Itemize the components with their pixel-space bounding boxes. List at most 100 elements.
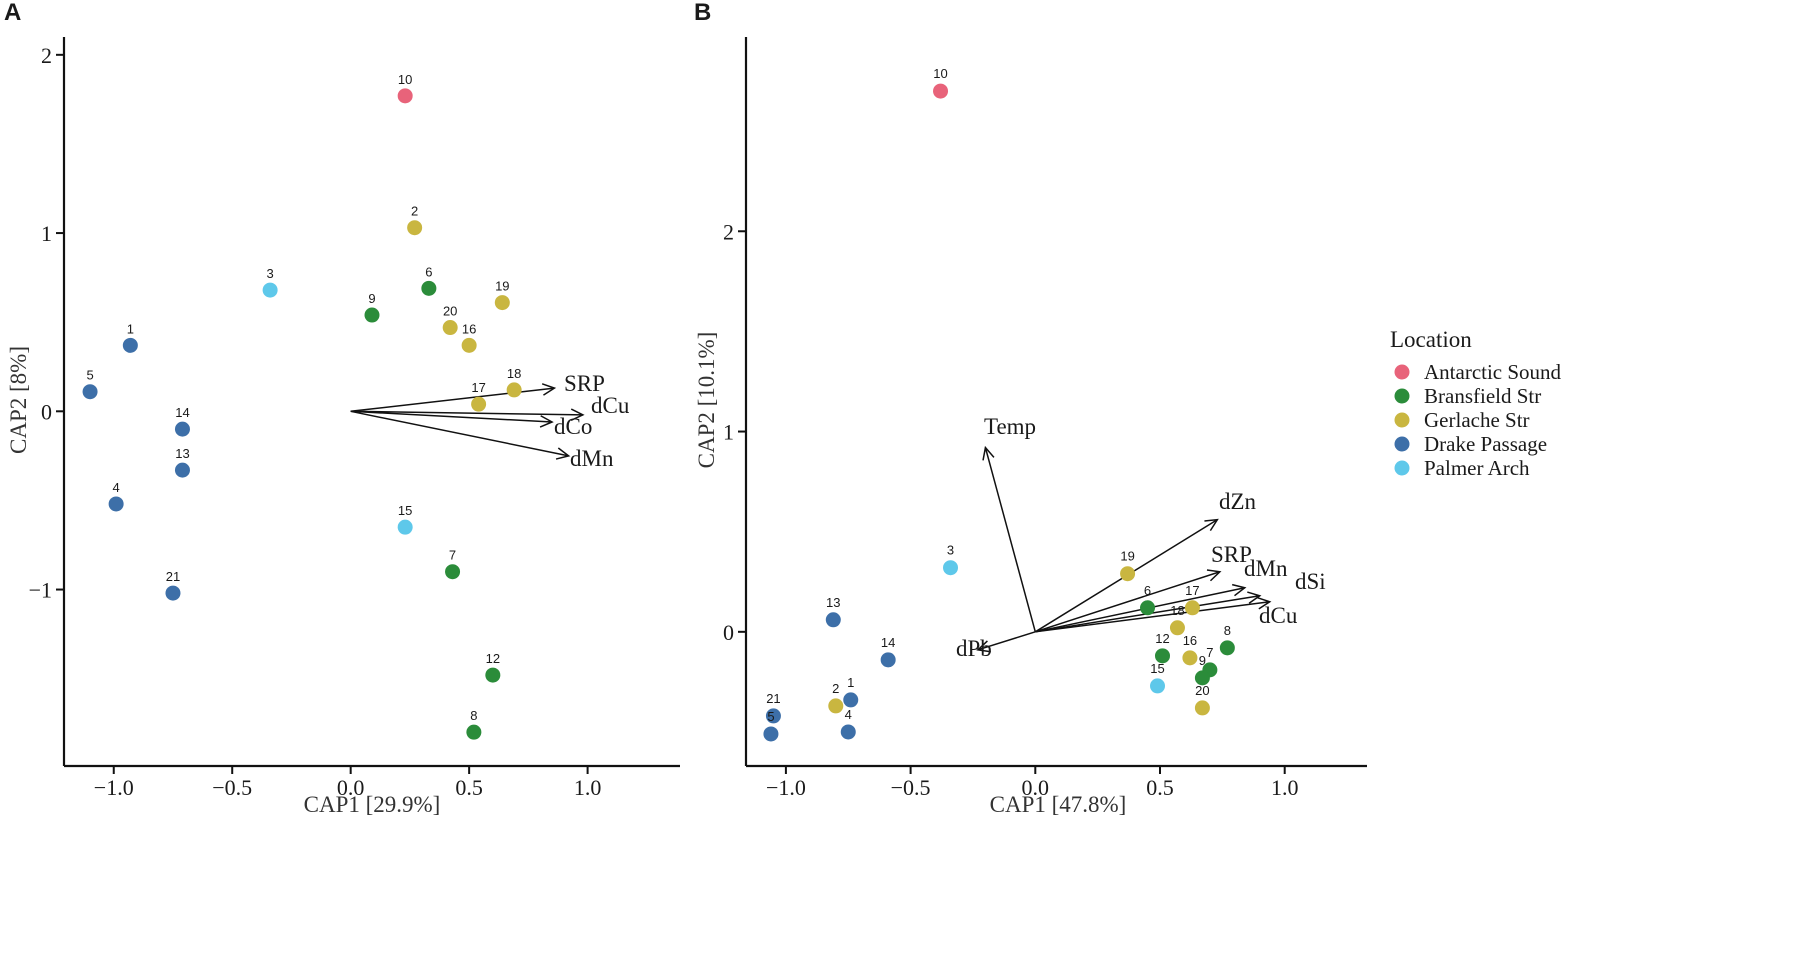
- sample-point-3: [943, 560, 959, 576]
- x-tick-label: 0.0: [1022, 775, 1050, 800]
- vector-label-dco: dCo: [554, 414, 592, 439]
- vector-arrowhead-temp: [982, 445, 995, 461]
- sample-label-6: 6: [425, 264, 432, 279]
- sample-label-9: 9: [368, 291, 375, 306]
- x-axis-title: CAP1 [47.8%]: [990, 792, 1127, 817]
- sample-label-14: 14: [881, 635, 895, 650]
- sample-point-12: [1154, 648, 1170, 664]
- legend-label-drake-passage: Drake Passage: [1424, 432, 1547, 456]
- vector-arrowhead-dmn: [555, 447, 571, 460]
- sample-label-16: 16: [1183, 633, 1197, 648]
- vector-label-srp: SRP: [1211, 542, 1252, 567]
- sample-point-20: [1194, 700, 1210, 716]
- sample-label-9: 9: [1199, 653, 1206, 668]
- sample-point-1: [843, 692, 859, 708]
- vector-arrowhead-dcu: [570, 408, 585, 422]
- sample-point-17: [471, 396, 487, 412]
- x-tick-label: −1.0: [94, 775, 134, 800]
- vector-arrowhead-dco: [539, 415, 554, 428]
- legend-swatch-bransfield-str: [1394, 388, 1410, 404]
- sample-point-15: [1150, 678, 1166, 694]
- sample-point-10: [933, 83, 949, 99]
- vector-arrowhead-srp: [1206, 569, 1222, 582]
- vector-dcu: [350, 410, 583, 416]
- y-tick-label: 2: [723, 219, 734, 244]
- y-tick-label: 1: [723, 420, 734, 445]
- y-tick-label: 1: [41, 221, 52, 246]
- sample-point-21: [165, 585, 181, 601]
- y-axis-title: CAP2 [8%]: [6, 346, 31, 454]
- sample-point-10: [397, 88, 413, 104]
- sample-label-12: 12: [1155, 631, 1169, 646]
- sample-label-21: 21: [766, 691, 780, 706]
- sample-point-9: [364, 307, 380, 323]
- sample-point-20: [442, 320, 458, 336]
- vector-label-srp: SRP: [564, 371, 605, 396]
- vector-label-dsi: dSi: [1295, 569, 1326, 594]
- sample-label-20: 20: [1195, 683, 1209, 698]
- vector-dcu: [1035, 601, 1270, 633]
- legend-label-antarctic-sound: Antarctic Sound: [1424, 360, 1562, 384]
- sample-point-4: [840, 724, 856, 740]
- vector-temp: [984, 447, 1037, 633]
- sample-label-1: 1: [847, 675, 854, 690]
- sample-label-2: 2: [411, 204, 418, 219]
- sample-label-17: 17: [471, 380, 485, 395]
- sample-label-5: 5: [767, 709, 774, 724]
- sample-label-14: 14: [175, 405, 189, 420]
- vector-label-dmn: dMn: [570, 446, 614, 471]
- sample-label-3: 3: [947, 543, 954, 558]
- sample-point-17: [1184, 600, 1200, 616]
- sample-label-12: 12: [486, 651, 500, 666]
- vector-srp: [1035, 571, 1221, 633]
- sample-point-13: [825, 612, 841, 628]
- sample-label-15: 15: [398, 503, 412, 518]
- sample-label-18: 18: [507, 366, 521, 381]
- legend-label-gerlache-str: Gerlache Str: [1424, 408, 1530, 432]
- sample-label-5: 5: [86, 368, 93, 383]
- vector-arrowhead-dcu: [1257, 596, 1272, 610]
- sample-point-2: [407, 220, 423, 236]
- sample-point-8: [466, 724, 482, 740]
- sample-label-4: 4: [845, 707, 852, 722]
- sample-label-18: 18: [1170, 603, 1184, 618]
- sample-point-16: [461, 337, 477, 353]
- sample-label-8: 8: [470, 708, 477, 723]
- sample-label-7: 7: [449, 548, 456, 563]
- vector-dmn: [1035, 587, 1245, 633]
- sample-point-8: [1219, 640, 1235, 656]
- sample-label-13: 13: [175, 446, 189, 461]
- legend-label-bransfield-str: Bransfield Str: [1424, 384, 1541, 408]
- x-axis-title: CAP1 [29.9%]: [304, 792, 441, 817]
- x-tick-label: 0.0: [337, 775, 365, 800]
- x-tick-label: 1.0: [574, 775, 602, 800]
- y-tick-label: 2: [41, 43, 52, 68]
- sample-point-19: [1120, 566, 1136, 582]
- legend-swatch-palmer-arch: [1394, 460, 1410, 476]
- x-tick-label: −0.5: [891, 775, 931, 800]
- sample-point-1: [122, 337, 138, 353]
- sample-point-2: [828, 698, 844, 714]
- sample-label-7: 7: [1206, 645, 1213, 660]
- sample-label-1: 1: [127, 321, 134, 336]
- vector-label-dpb: dPb: [956, 636, 992, 661]
- sample-label-17: 17: [1185, 583, 1199, 598]
- vector-label-dzn: dZn: [1219, 489, 1257, 514]
- panel-letter-a: A: [4, 0, 21, 26]
- sample-label-4: 4: [113, 480, 120, 495]
- vector-arrowhead-dmn: [1231, 583, 1247, 597]
- sample-label-2: 2: [832, 681, 839, 696]
- vector-arrowhead-dpb: [976, 640, 991, 653]
- sample-label-19: 19: [495, 279, 509, 294]
- panel-letter-b: B: [694, 0, 711, 26]
- y-axis-title: CAP2 [10.1%]: [694, 332, 719, 469]
- sample-point-9: [1194, 670, 1210, 686]
- legend-swatch-gerlache-str: [1394, 412, 1410, 428]
- x-tick-label: 0.5: [1146, 775, 1174, 800]
- sample-point-7: [445, 564, 461, 580]
- vector-label-dcu: dCu: [1259, 603, 1298, 628]
- legend-swatch-antarctic-sound: [1394, 364, 1410, 380]
